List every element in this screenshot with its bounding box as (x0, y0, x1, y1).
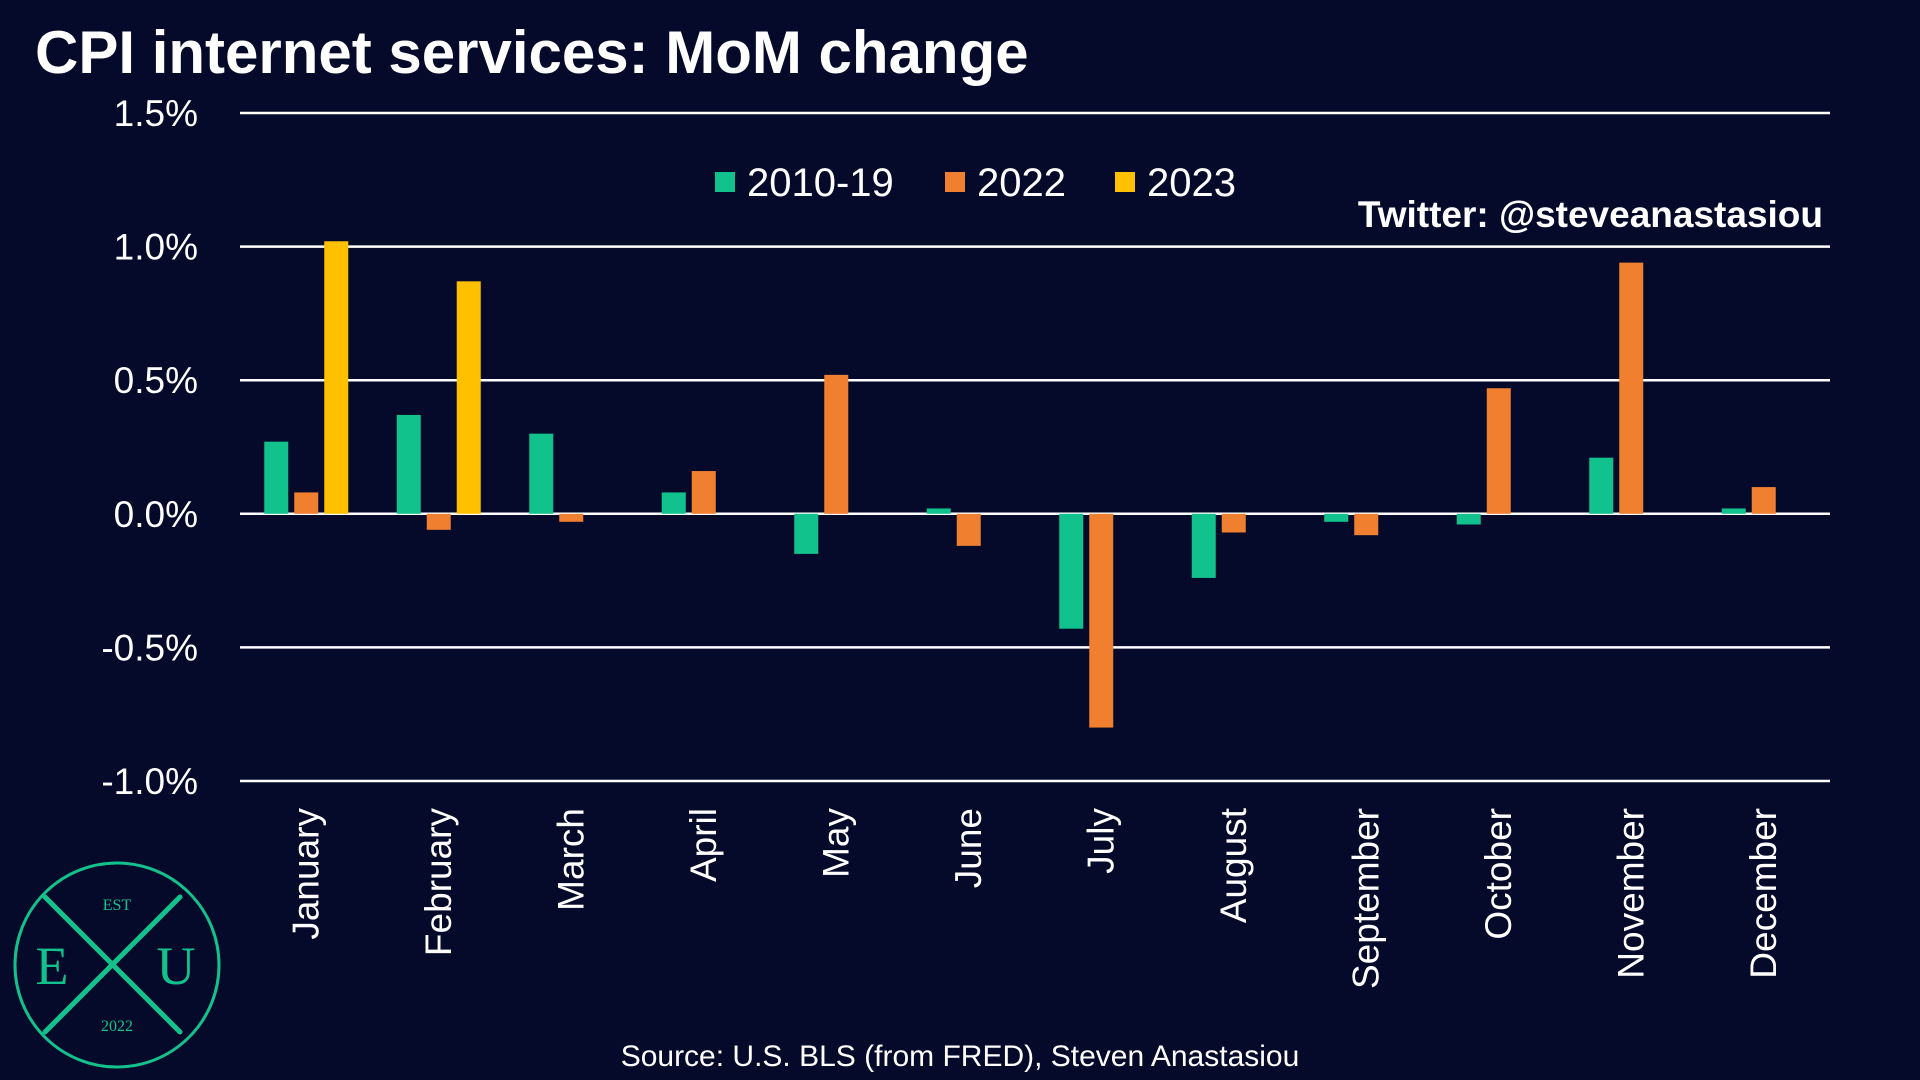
x-tick-label: August (1213, 807, 1254, 923)
bar-2022 (426, 513, 451, 530)
x-tick-label: July (1080, 808, 1121, 874)
x-tick-label: June (948, 808, 989, 888)
bar-2022 (1089, 513, 1114, 728)
bar-2010-19 (661, 492, 686, 514)
bar-2022 (559, 513, 584, 522)
logo: EST E U 2022 (13, 861, 221, 1069)
x-tick-label: October (1478, 808, 1519, 940)
bar-2022 (1751, 487, 1776, 514)
x-tick-label: September (1345, 808, 1386, 989)
y-tick-label: 1.0% (114, 227, 198, 268)
bar-2022 (1486, 388, 1511, 514)
y-tick-label: 0.5% (114, 360, 198, 401)
x-tick-label: December (1743, 808, 1784, 979)
bar-2010-19 (926, 508, 951, 514)
x-tick-label: March (550, 808, 591, 911)
x-tick-label: April (683, 808, 724, 882)
x-tick-label: November (1610, 808, 1651, 979)
bar-2010-19 (264, 441, 289, 514)
bar-2022 (1354, 513, 1379, 536)
legend-label: 2023 (1147, 161, 1236, 205)
legend-swatch (715, 172, 735, 192)
bar-2010-19 (396, 414, 421, 514)
logo-x-stroke (42, 894, 183, 1035)
bar-2010-19 (1324, 513, 1349, 522)
bar-2023 (456, 281, 481, 514)
source-note: Source: U.S. BLS (from FRED), Steven Ana… (621, 1040, 1300, 1073)
x-tick-label: May (815, 808, 856, 878)
bar-2010-19 (1059, 513, 1084, 629)
legend-swatch (945, 172, 965, 192)
bar-2022 (294, 492, 319, 514)
x-tick-label: January (285, 808, 326, 940)
bar-2022 (1221, 513, 1246, 533)
bar-2010-19 (1456, 513, 1481, 525)
logo-est: EST (103, 897, 132, 914)
bar-2022 (691, 471, 716, 514)
legend-label: 2010-19 (747, 161, 894, 205)
x-tick-label: February (418, 808, 459, 957)
twitter-handle: Twitter: @steveanastasiou (1358, 194, 1823, 235)
y-tick-label: -1.0% (101, 761, 198, 802)
bar-2010-19 (1191, 513, 1216, 578)
bar-2010-19 (1721, 508, 1746, 514)
bar-2010-19 (1589, 457, 1614, 514)
bar-2023 (324, 241, 349, 514)
logo-letter-u: U (157, 936, 196, 996)
bar-2022 (824, 374, 849, 514)
chart-title: CPI internet services: MoM change (35, 19, 1029, 86)
bar-2022 (956, 513, 981, 546)
legend-swatch (1115, 172, 1135, 192)
y-tick-label: 0.0% (114, 494, 198, 535)
logo-letter-e: E (36, 936, 69, 996)
logo-ring (13, 861, 221, 1069)
bar-2010-19 (529, 433, 554, 514)
y-tick-label: -0.5% (101, 627, 198, 668)
y-tick-label: 1.5% (114, 93, 198, 134)
legend-label: 2022 (977, 161, 1066, 205)
bar-2010-19 (794, 513, 819, 554)
logo-year: 2022 (101, 1018, 133, 1035)
bar-2022 (1619, 262, 1644, 514)
